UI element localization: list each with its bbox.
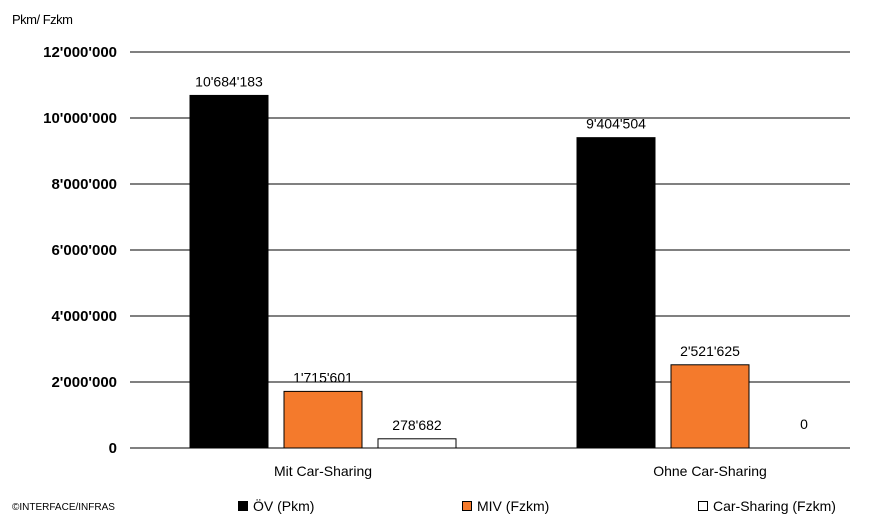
data-label: 10'684'183 (195, 73, 263, 89)
data-label: 2'521'625 (680, 343, 740, 359)
bar-oev (189, 94, 269, 449)
copyright-credit: ©INTERFACE/INFRAS (12, 502, 115, 513)
data-label: 9'404'504 (586, 116, 646, 132)
y-tick-label: 8'000'000 (51, 176, 117, 193)
legend-label-car-sharing: Car-Sharing (Fzkm) (713, 498, 836, 514)
bar-chart: 0 2'000'000 4'000'000 6'000'000 8'000'000 10'… (43, 44, 850, 479)
legend-swatch-car-sharing (698, 501, 708, 511)
y-axis-unit-label: Pkm/ Fzkm (12, 12, 73, 27)
legend-item-miv: MIV (Fzkm) (462, 498, 549, 514)
y-tick-label: 12'000'000 (43, 44, 117, 61)
y-tick-label: 2'000'000 (51, 374, 117, 391)
bar-miv (670, 364, 750, 449)
legend-label-oev: ÖV (Pkm) (253, 498, 315, 514)
legend-label-miv: MIV (Fzkm) (477, 498, 550, 514)
y-tick-label: 0 (109, 440, 117, 457)
legend-swatch-oev (238, 501, 248, 511)
bar-oev (576, 137, 656, 449)
data-label: 278'682 (392, 417, 442, 433)
x-category-label: Mit Car-Sharing (274, 463, 372, 479)
legend-swatch-miv (462, 501, 472, 511)
y-tick-label: 4'000'000 (51, 308, 117, 325)
legend-item-oev: ÖV (Pkm) (238, 498, 314, 514)
y-tick-label: 6'000'000 (51, 242, 117, 259)
legend-item-car-sharing: Car-Sharing (Fzkm) (698, 498, 836, 514)
data-label: 1'715'601 (293, 369, 353, 385)
bar-miv (283, 390, 363, 449)
x-category-label: Ohne Car-Sharing (653, 463, 767, 479)
y-tick-label: 10'000'000 (43, 110, 117, 127)
data-label: 0 (800, 416, 808, 432)
bar-car-sharing (377, 438, 457, 449)
